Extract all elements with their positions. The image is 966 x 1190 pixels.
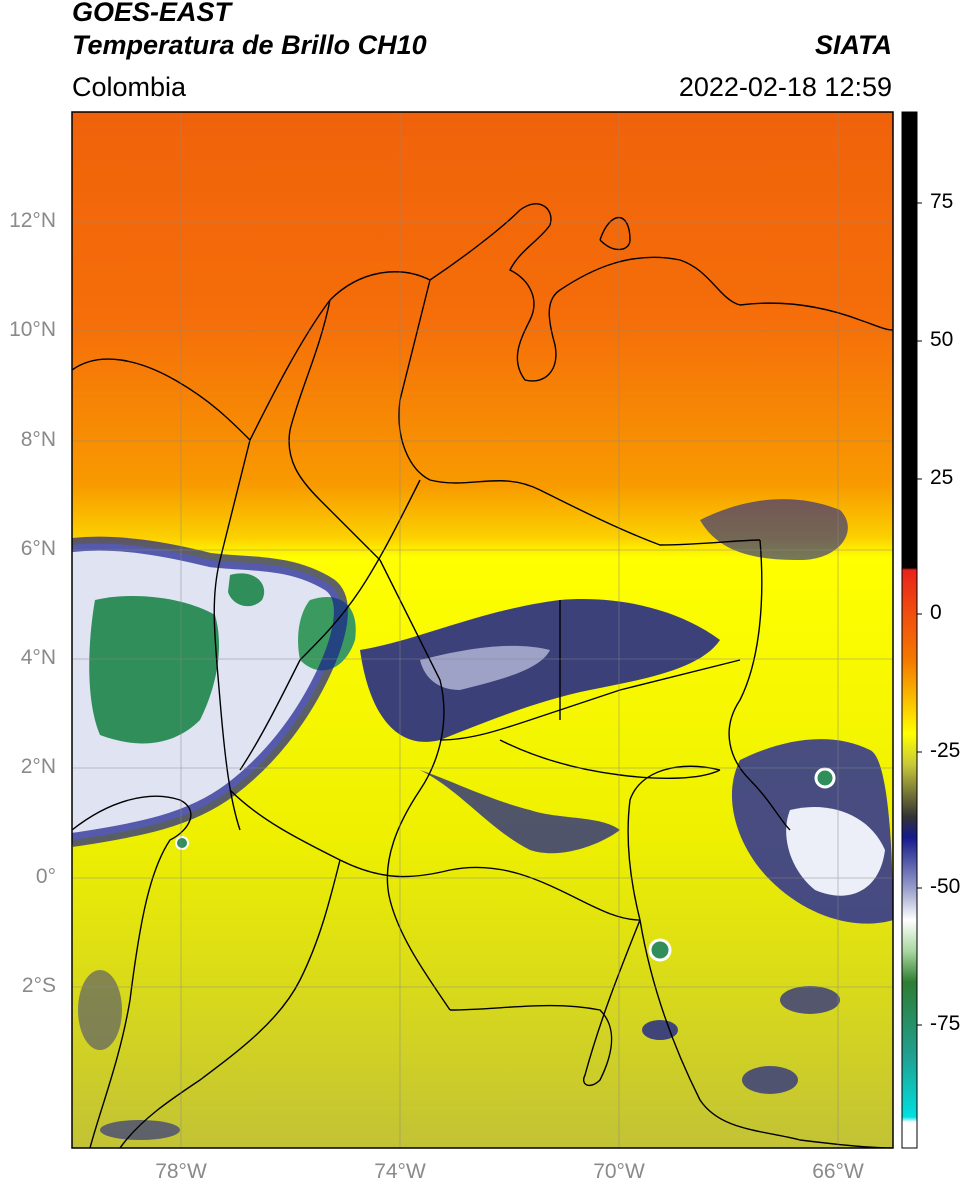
latitude-label: 4°N (20, 646, 56, 669)
latitude-label: 10°N (9, 318, 56, 341)
colorbar-tick-label: 25 (930, 466, 954, 489)
latitude-label: 8°N (20, 428, 56, 451)
organization-label: SIATA (815, 30, 892, 60)
latitude-label: 2°S (21, 974, 56, 997)
latitude-label: 0° (35, 865, 56, 888)
cloud-cell (780, 986, 840, 1014)
satellite-title: GOES-EAST (72, 0, 232, 27)
longitude-label: 70°W (593, 1160, 645, 1183)
region-label: Colombia (72, 72, 187, 102)
north-east-cells (700, 499, 848, 560)
pacific-cloud-edge (72, 536, 348, 847)
map-frame (71, 111, 894, 1149)
colorbar-tick-label: 50 (930, 328, 954, 351)
colorbar (901, 111, 918, 1149)
central-band-highlights (420, 645, 550, 690)
datetime-label: 2022-02-18 12:59 (678, 72, 892, 102)
latitude-label: 6°N (20, 537, 56, 560)
longitude-label: 74°W (374, 1160, 426, 1183)
colorbar-ticks (917, 202, 922, 1026)
colorbar-tick-label: -50 (930, 875, 961, 898)
cloud-cell (742, 1066, 798, 1094)
cloud-cell (814, 767, 836, 789)
cloud-cell (642, 1020, 678, 1040)
colorbar-tick-label: -75 (930, 1012, 961, 1035)
pacific-cloud-core-2 (228, 573, 265, 607)
southern-convective-arc (420, 770, 620, 854)
cloud-cell (648, 938, 672, 962)
longitude-label: 66°W (812, 1160, 864, 1183)
cloud-cell (100, 1120, 180, 1140)
product-title: Temperatura de Brillo CH10 (72, 30, 427, 60)
cloud-cell (78, 970, 122, 1050)
latitude-label: 12°N (9, 209, 56, 232)
coastlines-and-borders (72, 203, 893, 1148)
cloud-cell (175, 836, 189, 850)
pacific-cloud-core (89, 595, 220, 744)
longitude-label: 78°W (155, 1160, 207, 1183)
colorbar-tick-label: -25 (930, 739, 961, 762)
eastern-cloud-core (786, 806, 885, 896)
gridlines (72, 112, 893, 1148)
colorbar-tick-label: 0 (930, 601, 942, 624)
colorbar-tick-label: 75 (930, 190, 954, 213)
central-convective-band (360, 599, 720, 742)
latitude-label: 2°N (20, 755, 56, 778)
